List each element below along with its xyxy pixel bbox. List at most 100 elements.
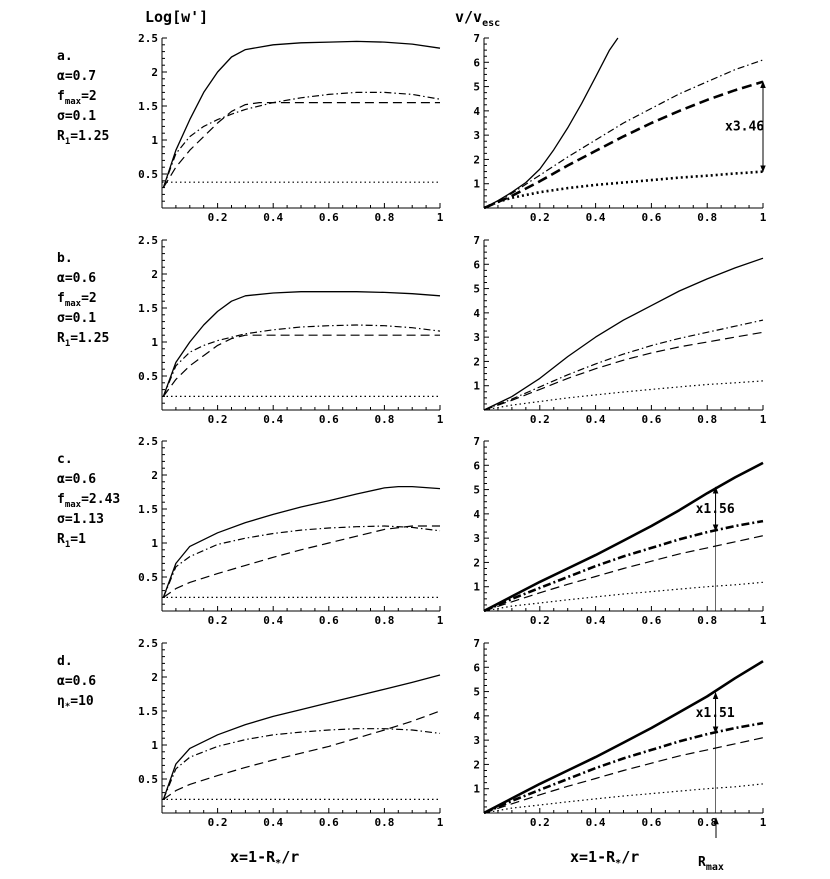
series-dash-dot xyxy=(484,59,764,209)
panel-a-left: 0.2 0.4 0.6 0.8 1 0.5 1 1.5 2 2.5 a. α=0.7 fmax=2 σ=0… xyxy=(57,32,444,224)
series-dash-dot xyxy=(162,324,441,397)
x-tick-label: 1 xyxy=(437,614,444,627)
series-dashed xyxy=(484,535,764,612)
parameter-label: fmax=2.43 xyxy=(57,492,120,510)
y-tick-label: 1 xyxy=(151,134,158,147)
x-tick-label: 0.4 xyxy=(586,413,606,426)
y-tick-label: 6 xyxy=(473,258,480,271)
y-tick-label: 1.5 xyxy=(138,302,158,315)
x-tick-label: 0.8 xyxy=(374,413,394,426)
y-tick-label: 1 xyxy=(473,581,480,594)
parameter-label: fmax=2 xyxy=(57,89,97,107)
series-solid xyxy=(484,257,764,411)
x-tick-label: 0.6 xyxy=(641,211,661,224)
y-tick-label: 4 xyxy=(473,710,480,723)
parameter-label: c. xyxy=(57,452,73,467)
series-thick-dashed xyxy=(484,80,764,209)
rmax-label: Rmax xyxy=(698,855,724,873)
panel-c-right: 0.2 0.4 0.6 0.8 1 1 2 3 4 5 6 7 x1.56 xyxy=(473,435,766,627)
y-tick-label: 2 xyxy=(473,355,480,368)
y-tick-label: 4 xyxy=(473,307,480,320)
x-tick-label: 0.6 xyxy=(641,614,661,627)
series-dashed xyxy=(484,331,764,411)
x-tick-label: 1 xyxy=(760,614,767,627)
parameter-label: α=0.6 xyxy=(57,472,96,487)
y-tick-label: 6 xyxy=(473,459,480,472)
y-tick-label: 1.5 xyxy=(138,100,158,113)
panel-b-right: 0.2 0.4 0.6 0.8 1 1 2 3 4 5 6 7 xyxy=(473,234,766,426)
parameter-label: R1=1.25 xyxy=(57,331,109,349)
panel-a-right: 0.2 0.4 0.6 0.8 1 1 2 3 4 5 6 7 x3.46 xyxy=(473,32,766,224)
x-tick-label: 0.6 xyxy=(641,413,661,426)
parameter-label: σ=0.1 xyxy=(57,109,96,124)
panel-d-right: 0.2 0.4 0.6 0.8 1 1 2 3 4 5 6 7 x1.51 xyxy=(473,637,766,829)
y-tick-label: 0.5 xyxy=(138,571,158,584)
panel-c-left: 0.2 0.4 0.6 0.8 1 0.5 1 1.5 2 2.5 c. α=0.6 fmax=2.43… xyxy=(57,435,444,627)
series-dash-dot xyxy=(162,525,441,598)
x-tick-label: 0.8 xyxy=(697,211,717,224)
y-tick-label: 3 xyxy=(473,129,480,142)
x-tick-label: 0.4 xyxy=(263,614,283,627)
y-tick-label: 2.5 xyxy=(138,32,158,45)
x-tick-label: 0.4 xyxy=(263,413,283,426)
left-column-title: Log[w'] xyxy=(145,8,208,26)
series-solid xyxy=(162,40,441,188)
left-x-axis-title: x=1-R*/r xyxy=(230,848,299,869)
y-tick-label: 2 xyxy=(151,268,158,281)
series-dotted xyxy=(484,380,764,411)
x-tick-label: 0.4 xyxy=(263,211,283,224)
x-tick-label: 0.2 xyxy=(208,614,228,627)
y-tick-label: 3 xyxy=(473,532,480,545)
series-dotted xyxy=(484,581,764,612)
y-tick-label: 7 xyxy=(473,637,480,650)
parameter-label: R1=1.25 xyxy=(57,129,109,147)
x-tick-label: 0.2 xyxy=(530,816,550,829)
y-tick-label: 6 xyxy=(473,56,480,69)
x-tick-label: 0.2 xyxy=(530,413,550,426)
y-tick-label: 5 xyxy=(473,81,480,94)
x-tick-label: 0.6 xyxy=(319,211,339,224)
parameter-label: η*=10 xyxy=(57,694,94,712)
y-tick-label: 1 xyxy=(151,336,158,349)
y-tick-label: 2 xyxy=(473,556,480,569)
x-tick-label: 0.8 xyxy=(374,816,394,829)
y-tick-label: 1 xyxy=(473,178,480,191)
x-tick-label: 0.2 xyxy=(530,211,550,224)
y-tick-label: 1 xyxy=(473,783,480,796)
series-thick-solid xyxy=(484,660,764,814)
x-tick-label: 1 xyxy=(437,413,444,426)
y-tick-label: 0.5 xyxy=(138,370,158,383)
series-dashed xyxy=(162,334,440,397)
x-tick-label: 0.8 xyxy=(697,816,717,829)
right-column-title: v/vesc xyxy=(455,8,500,29)
parameter-label: σ=0.1 xyxy=(57,311,96,326)
parameter-label: α=0.6 xyxy=(57,271,96,286)
parameter-label: R1=1 xyxy=(57,532,86,550)
ratio-label: x1.56 xyxy=(696,502,735,517)
y-tick-label: 5 xyxy=(473,686,480,699)
x-tick-label: 0.8 xyxy=(374,211,394,224)
parameter-label: α=0.7 xyxy=(57,69,96,84)
panel-b-left: 0.2 0.4 0.6 0.8 1 0.5 1 1.5 2 2.5 b. α=0.6 fmax=2 σ=0… xyxy=(57,234,444,426)
y-tick-label: 7 xyxy=(473,234,480,247)
panel-d-left: 0.2 0.4 0.6 0.8 1 0.5 1 1.5 2 2.5 d. α=0.6 η*=10 xyxy=(57,637,444,829)
parameter-label: b. xyxy=(57,251,73,266)
y-tick-label: 7 xyxy=(473,32,480,45)
y-tick-label: 2.5 xyxy=(138,637,158,650)
y-tick-label: 2.5 xyxy=(138,234,158,247)
series-thick-dotted xyxy=(484,170,764,209)
ratio-label: x3.46 xyxy=(725,120,764,135)
series-dashed xyxy=(162,102,440,188)
y-tick-label: 3 xyxy=(473,331,480,344)
x-tick-label: 0.6 xyxy=(641,816,661,829)
x-tick-label: 1 xyxy=(760,211,767,224)
right-x-axis-title: x=1-R*/r xyxy=(570,848,639,869)
x-tick-label: 0.8 xyxy=(697,614,717,627)
series-dashed xyxy=(484,737,764,814)
y-tick-label: 1 xyxy=(151,739,158,752)
parameter-label: α=0.6 xyxy=(57,674,96,689)
series-solid xyxy=(162,485,441,598)
parameter-label: fmax=2 xyxy=(57,291,97,309)
series-solid xyxy=(162,291,441,397)
series-dash-dot xyxy=(162,728,441,800)
